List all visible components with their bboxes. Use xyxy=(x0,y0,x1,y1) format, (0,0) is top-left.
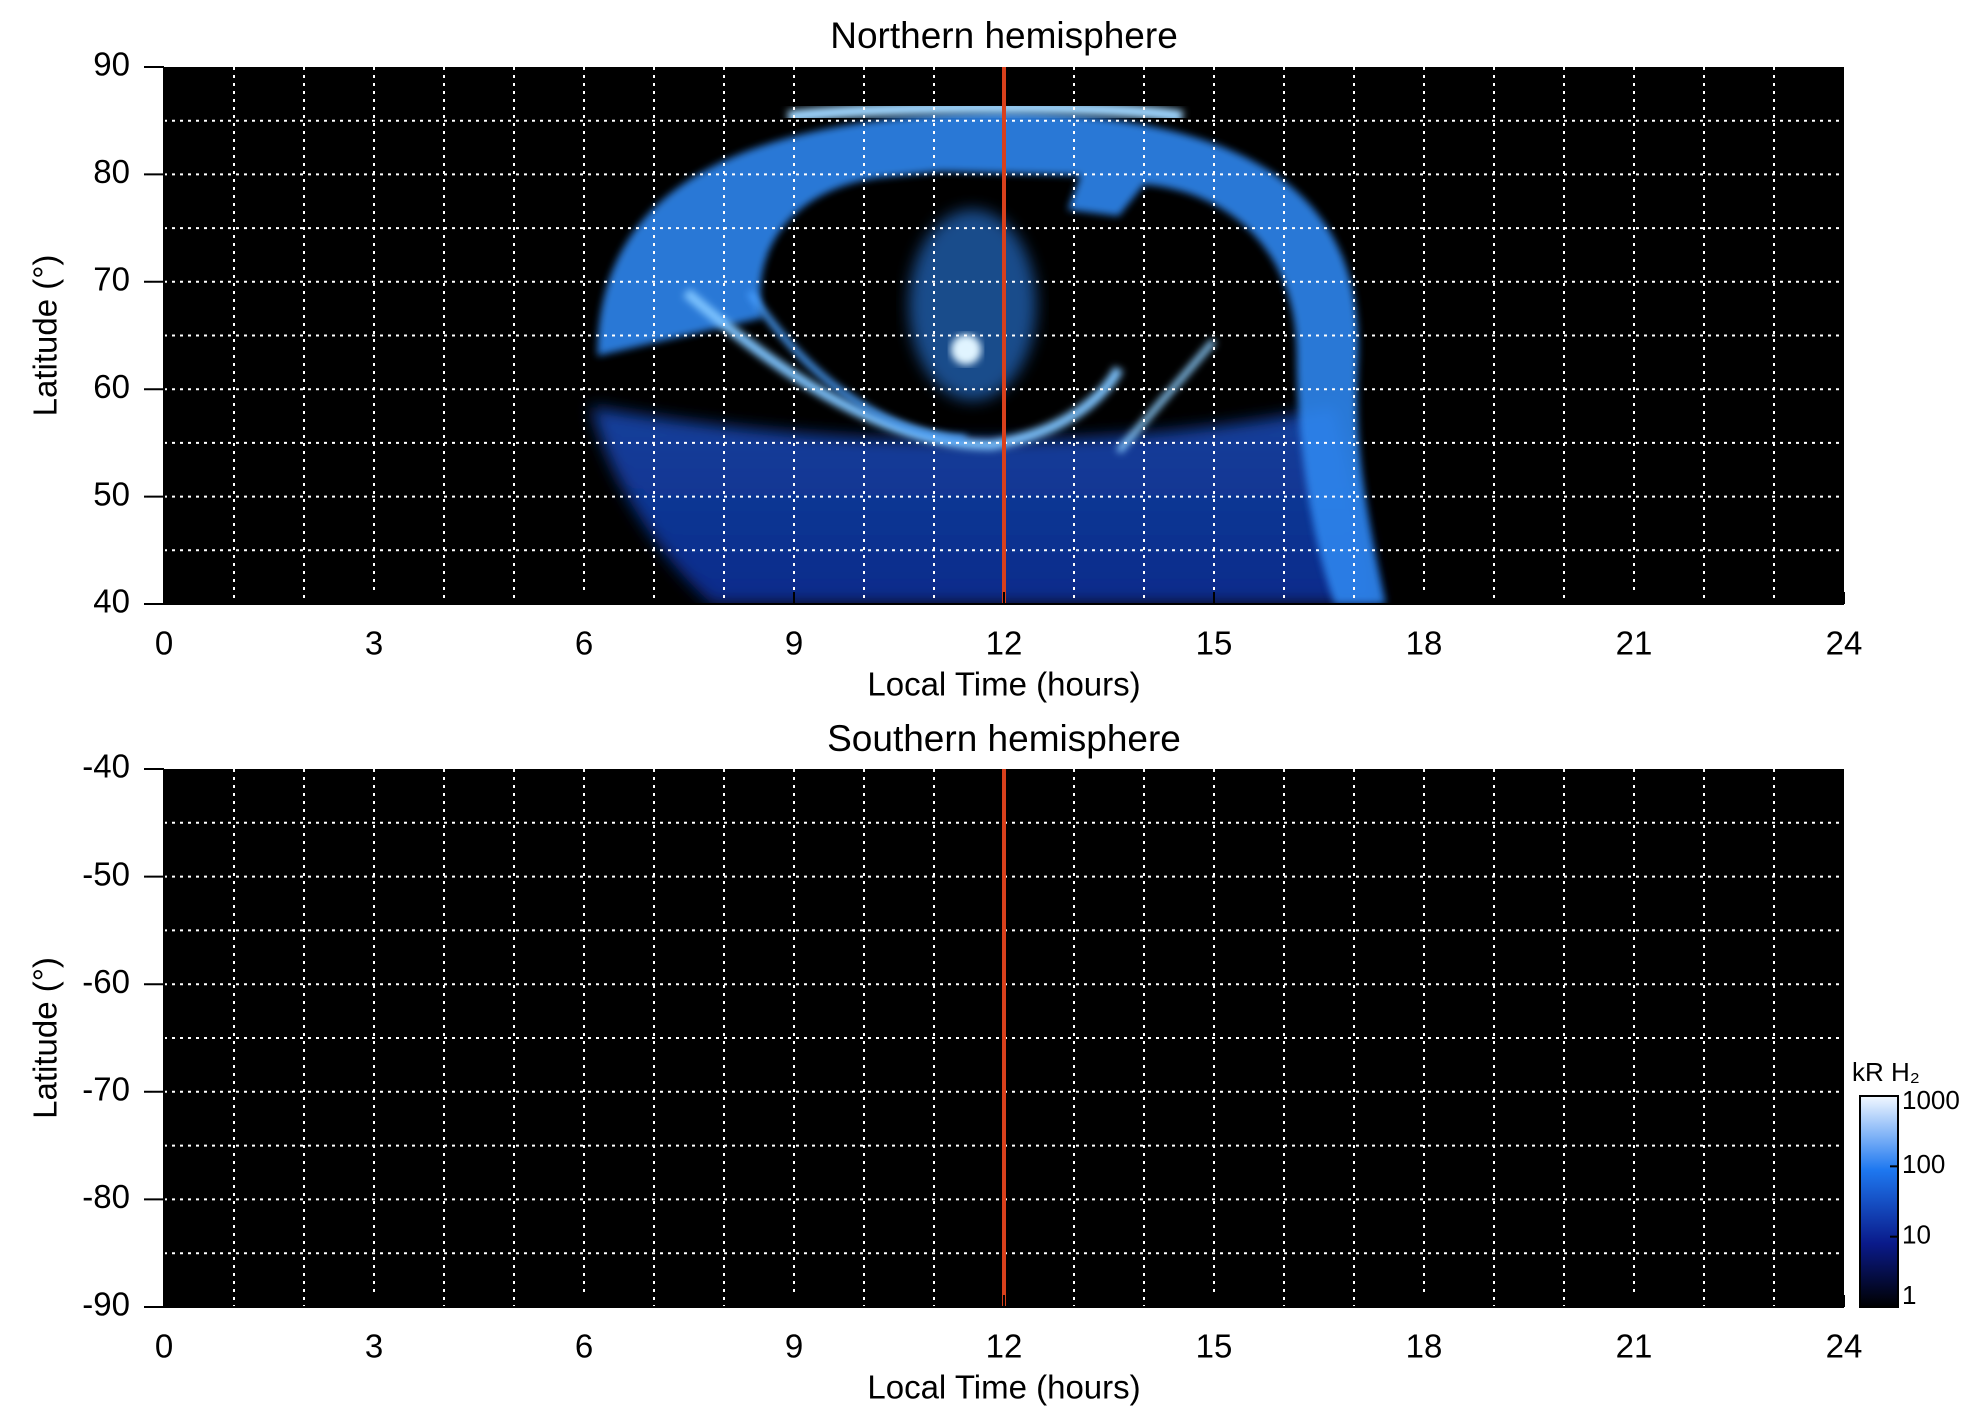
y-tick-label: -90 xyxy=(82,1286,130,1323)
y-tick-label: -80 xyxy=(82,1178,130,1215)
y-tick-label: 90 xyxy=(93,46,130,83)
y-tick-label: 40 xyxy=(93,583,130,620)
x-tick-label: 9 xyxy=(785,1328,803,1365)
x-tick-label: 6 xyxy=(575,1328,593,1365)
x-axis-title: Local Time (hours) xyxy=(867,1369,1140,1406)
x-tick-label: 21 xyxy=(1616,1328,1653,1365)
x-axis-title: Local Time (hours) xyxy=(867,666,1140,703)
x-tick-label: 18 xyxy=(1406,625,1443,662)
colorbar xyxy=(1859,1095,1899,1308)
x-tick-label: 21 xyxy=(1616,625,1653,662)
chart-title: Southern hemisphere xyxy=(827,718,1181,759)
y-tick-label: -60 xyxy=(82,963,130,1000)
y-tick-label: -70 xyxy=(82,1071,130,1108)
y-tick-label: 60 xyxy=(93,368,130,405)
x-tick-label: 15 xyxy=(1196,625,1233,662)
x-tick-label: 3 xyxy=(365,625,383,662)
x-tick-label: 0 xyxy=(155,625,173,662)
colorbar-tick-label: 100 xyxy=(1902,1149,1945,1179)
y-axis-title: Latitude (°) xyxy=(27,255,64,417)
x-tick-label: 0 xyxy=(155,1328,173,1365)
x-tick-label: 24 xyxy=(1826,625,1863,662)
y-axis-title: Latitude (°) xyxy=(27,957,64,1119)
x-tick-label: 9 xyxy=(785,625,803,662)
x-tick-label: 6 xyxy=(575,625,593,662)
x-tick-label: 3 xyxy=(365,1328,383,1365)
y-tick-label: 70 xyxy=(93,261,130,298)
y-tick-label: -40 xyxy=(82,748,130,785)
y-tick-label: -50 xyxy=(82,855,130,892)
colorbar-title: kR H₂ xyxy=(1852,1057,1920,1087)
y-tick-label: 50 xyxy=(93,475,130,512)
chart-title: Northern hemisphere xyxy=(830,15,1178,56)
colorbar-tick-label: 10 xyxy=(1902,1220,1931,1250)
x-tick-label: 18 xyxy=(1406,1328,1443,1365)
colorbar-tick-label: 1 xyxy=(1902,1280,1916,1310)
x-tick-label: 12 xyxy=(986,625,1023,662)
x-tick-label: 15 xyxy=(1196,1328,1233,1365)
x-tick-label: 12 xyxy=(986,1328,1023,1365)
x-tick-label: 24 xyxy=(1826,1328,1863,1365)
colorbar-tick-label: 1000 xyxy=(1902,1085,1960,1115)
y-tick-label: 80 xyxy=(93,153,130,190)
